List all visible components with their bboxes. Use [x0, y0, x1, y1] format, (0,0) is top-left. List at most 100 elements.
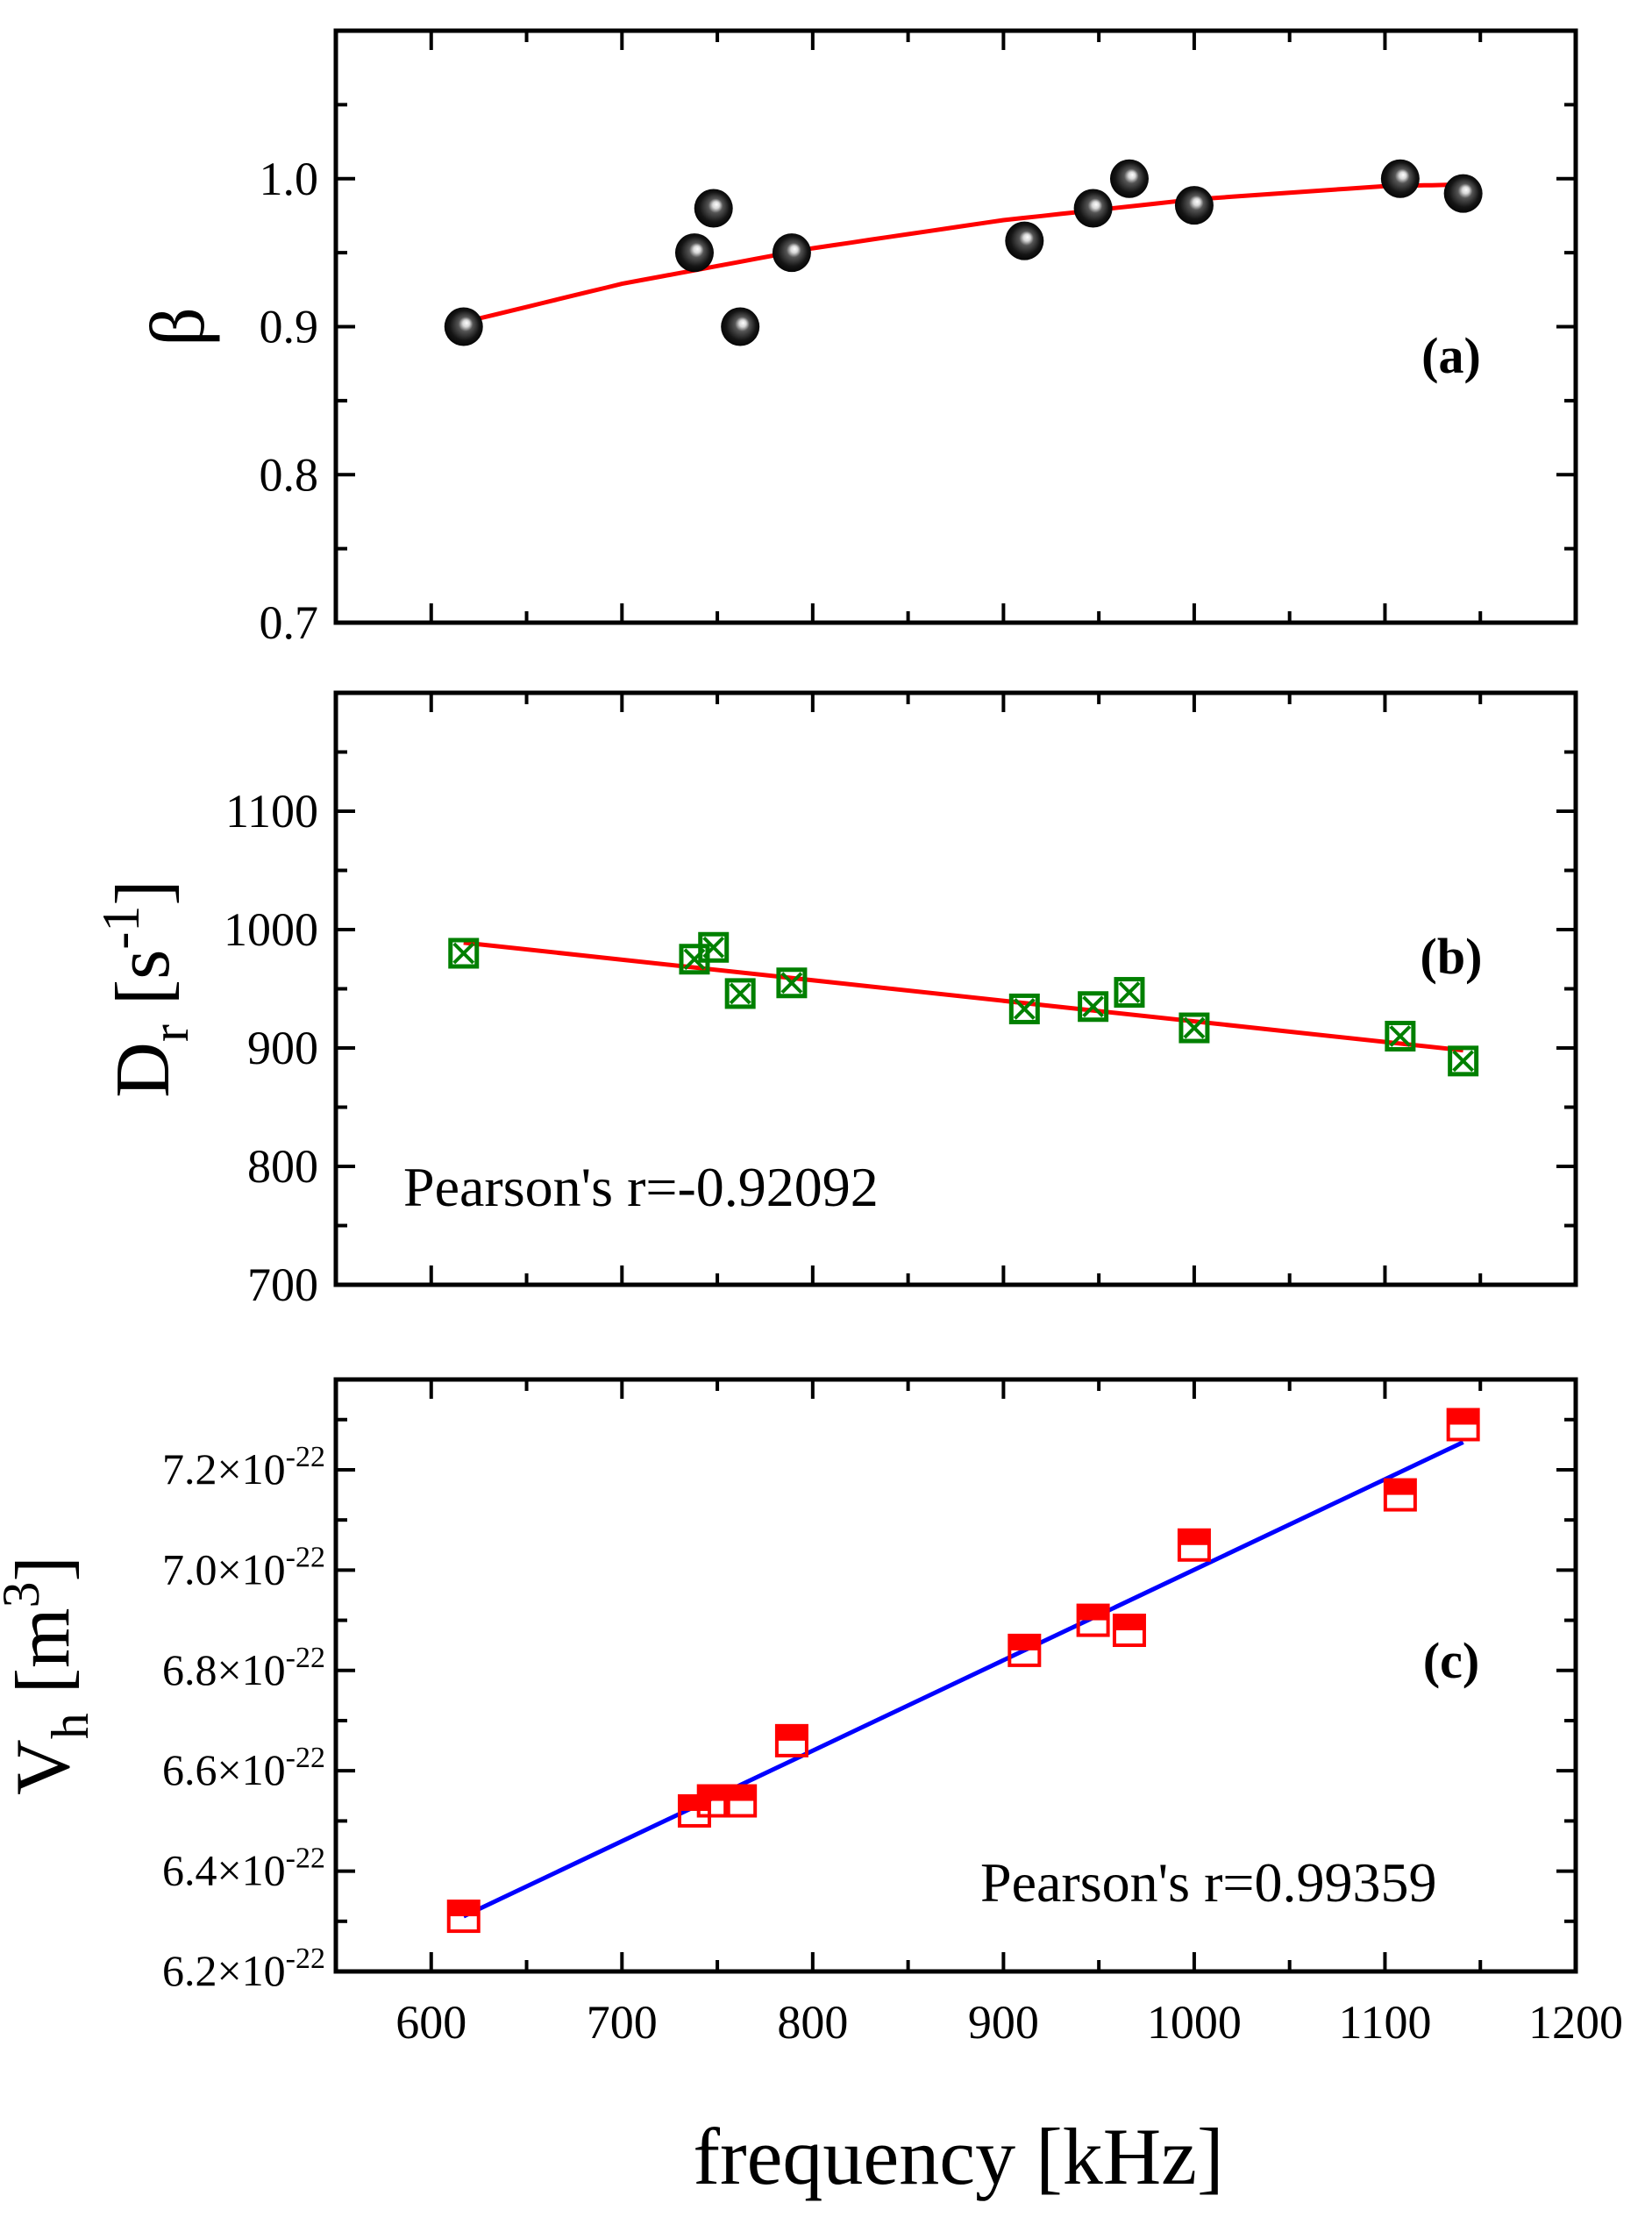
marker-cross	[452, 942, 475, 965]
half-filled-square-marker	[1178, 1529, 1209, 1545]
y-tick-label: 0.8	[260, 448, 319, 501]
panel-label: (b)	[1421, 928, 1483, 985]
y-axis-label: Vh [m3]	[0, 1556, 99, 1795]
panel-b: 700 800 900 1000 1100 (b) Pearson's r=-0.92092…	[92, 690, 1578, 1311]
data-point	[448, 937, 480, 969]
data-point	[444, 307, 483, 346]
data-point	[1078, 991, 1109, 1023]
sphere-marker	[444, 307, 483, 346]
ylabel-unit: [m	[1, 1608, 86, 1713]
ylabel-main: D	[101, 1042, 186, 1098]
marker-outline	[1383, 1478, 1417, 1512]
y-tick-label: 1000	[224, 903, 318, 956]
ylabel-subscript: r	[141, 1024, 199, 1042]
data-point	[446, 1900, 481, 1934]
y-tick-label: 800	[247, 1140, 318, 1193]
y-tick-mantissa: 7.0×10	[162, 1544, 286, 1593]
y-tick-label: 6.2×10-22	[162, 1943, 325, 1995]
marker-outline	[677, 1793, 711, 1828]
data-point	[1443, 174, 1483, 213]
marker-outline	[1446, 1408, 1480, 1442]
marker-cross	[702, 936, 725, 959]
half-filled-square-marker	[1385, 1479, 1415, 1495]
half-filled-square-marker	[698, 1786, 729, 1801]
fit-line	[463, 940, 1463, 1053]
data-point	[1114, 977, 1145, 1009]
marker-cross	[1452, 1050, 1475, 1073]
data-point	[698, 931, 730, 963]
y-tick-label: 6.8×10-22	[162, 1642, 325, 1694]
data-point	[723, 1784, 758, 1818]
y-tick-label: 6.6×10-22	[162, 1742, 325, 1794]
x-tick-label: 700	[587, 1996, 658, 2049]
x-tick-label: 800	[777, 1996, 848, 2049]
data-point	[774, 1723, 808, 1757]
y-tick-label: 1100	[225, 785, 318, 838]
ylabel-unit-close: ]	[101, 880, 186, 905]
marker-outline	[1076, 1603, 1110, 1637]
y-tick-label: 700	[247, 1258, 318, 1311]
marker-cross	[1389, 1025, 1412, 1047]
sphere-marker	[772, 233, 811, 273]
data-point	[1385, 1021, 1416, 1051]
marker-outline	[446, 1900, 481, 1934]
data-point	[772, 233, 811, 273]
y-tick-mantissa: 6.4×10	[162, 1846, 286, 1895]
x-tick-label: 1200	[1528, 1996, 1623, 2049]
data-point	[1109, 159, 1149, 198]
half-filled-square-marker	[776, 1725, 807, 1741]
data-point	[1005, 221, 1044, 260]
y-tick-mantissa: 7.2×10	[162, 1444, 286, 1493]
y-tick-mantissa: 6.8×10	[162, 1645, 286, 1694]
plot-frame	[333, 1377, 1578, 1974]
pearson-annotation: Pearson's r=0.99359	[980, 1851, 1436, 1914]
x-tick-label: 1000	[1147, 1996, 1242, 2049]
data-point	[694, 189, 733, 228]
panels: 0.7 0.8 0.9 1.0 (a) β 700 800 900 1000 1100 (b) Pear…	[0, 28, 1623, 2049]
panel-a: 0.7 0.8 0.9 1.0 (a) β	[136, 28, 1578, 649]
marker-outline	[1177, 1528, 1211, 1562]
y-axis-label: β	[136, 307, 221, 346]
y-tick-label: 900	[247, 1022, 318, 1074]
y-tick-label: 0.7	[260, 596, 319, 649]
sphere-marker	[1073, 189, 1113, 228]
sphere-marker	[1109, 159, 1149, 198]
data-point	[1112, 1614, 1146, 1648]
sphere-marker	[721, 307, 760, 346]
data-point	[1076, 1603, 1110, 1637]
ylabel-unit: [s	[101, 950, 186, 1025]
data-point	[724, 978, 756, 1009]
data-point	[776, 967, 808, 999]
crossed-square-marker	[1448, 1045, 1479, 1077]
crossed-square-marker	[448, 937, 480, 969]
marker-outline	[774, 1723, 808, 1757]
data-point	[1380, 159, 1420, 198]
crossed-square-marker	[776, 967, 808, 999]
sphere-marker	[694, 189, 733, 228]
y-tick-label: 7.0×10-22	[162, 1541, 325, 1593]
ylabel-superscript: 3	[0, 1581, 50, 1608]
half-filled-square-marker	[1114, 1615, 1144, 1631]
data-point	[721, 307, 760, 346]
fit-line	[462, 1440, 1464, 1919]
ylabel-superscript: -1	[92, 906, 150, 950]
half-filled-square-marker	[1009, 1635, 1040, 1650]
x-tick-label: 600	[395, 1996, 466, 2049]
crossed-square-marker	[1078, 991, 1109, 1023]
y-tick-exponent: -22	[286, 1441, 325, 1473]
x-tick-label: 900	[968, 1996, 1039, 2049]
half-filled-square-marker	[1448, 1409, 1478, 1425]
sphere-marker	[1174, 186, 1214, 225]
ylabel-unit-close: ]	[1, 1556, 86, 1581]
y-tick-mantissa: 6.2×10	[162, 1946, 286, 1995]
marker-cross	[1082, 995, 1105, 1018]
y-tick-label: 6.4×10-22	[162, 1843, 325, 1895]
y-tick-exponent: -22	[286, 1541, 325, 1573]
data-point	[1448, 1045, 1479, 1077]
marker-outline	[723, 1784, 758, 1818]
y-tick-exponent: -22	[286, 1742, 325, 1774]
data-point	[1073, 189, 1113, 228]
pearson-annotation: Pearson's r=-0.92092	[403, 1156, 879, 1218]
crossed-square-marker	[1178, 1012, 1210, 1044]
marker-cross	[729, 982, 751, 1005]
